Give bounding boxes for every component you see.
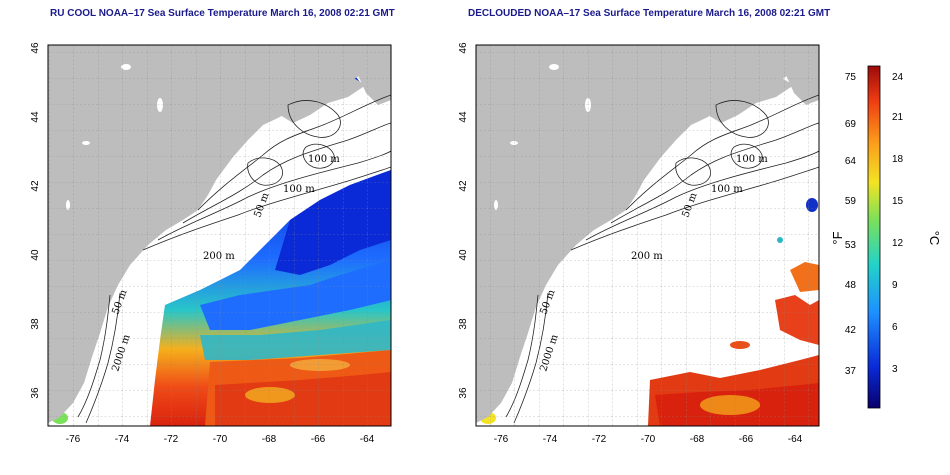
panel-2-lat-tick: 42 xyxy=(458,180,469,192)
fahrenheit-tick: 59 xyxy=(845,196,857,207)
panel-1-lat-tick: 44 xyxy=(30,111,41,123)
panel-1-contour-label: 100 m xyxy=(308,154,340,165)
fahrenheit-tick: 42 xyxy=(845,325,857,336)
panel-2-lat-tick: 46 xyxy=(458,42,469,54)
panel-1-lon-tick: -68 xyxy=(262,434,277,445)
panel-1-lon-tick: -76 xyxy=(66,434,81,445)
panel-1-lon-ticks: -76 -74 -72 -70 -68 -66 -64 xyxy=(66,434,375,445)
panel-1-lat-tick: 42 xyxy=(30,180,41,192)
celsius-tick: 15 xyxy=(892,196,904,207)
fahrenheit-tick: 48 xyxy=(845,280,857,291)
panel-2-lon-tick: -70 xyxy=(641,434,656,445)
panel-2-lat-tick: 44 xyxy=(458,111,469,123)
panel-2-lon-tick: -68 xyxy=(690,434,705,445)
panel-1-lon-tick: -70 xyxy=(213,434,228,445)
panel-1-map: 100 m 100 m 50 m 200 m 50 m 2000 m 46 44… xyxy=(30,42,392,445)
panel-2-contour-label: 100 m xyxy=(711,184,743,195)
celsius-tick: 6 xyxy=(892,322,898,333)
celsius-tick: 21 xyxy=(892,112,904,123)
celsius-tick: 3 xyxy=(892,364,898,375)
panel-2-contour-label: 100 m xyxy=(736,154,768,165)
panel-2-lon-tick: -74 xyxy=(543,434,558,445)
panel-2-lon-tick: -64 xyxy=(788,434,803,445)
panel-1-lat-tick: 38 xyxy=(30,318,41,330)
panel-1-lon-tick: -66 xyxy=(311,434,326,445)
panel-1-title: RU COOL NOAA–17 Sea Surface Temperature … xyxy=(50,8,395,19)
celsius-unit-label: °C xyxy=(927,231,942,246)
panel-1-lat-tick: 40 xyxy=(30,249,41,261)
panel-1-lat-ticks: 46 44 42 40 38 36 xyxy=(30,42,41,399)
panel-2-lat-tick: 40 xyxy=(458,249,469,261)
fahrenheit-tick: 75 xyxy=(845,72,857,83)
panel-1-lon-tick: -64 xyxy=(360,434,375,445)
celsius-tick: 9 xyxy=(892,280,898,291)
panel-1-contour-label: 200 m xyxy=(203,251,235,262)
celsius-tick: 18 xyxy=(892,154,904,165)
panel-2-lat-tick: 36 xyxy=(458,387,469,399)
panel-1-lon-tick: -74 xyxy=(115,434,130,445)
celsius-tick: 24 xyxy=(892,72,904,83)
panel-2-lon-tick: -72 xyxy=(592,434,607,445)
fahrenheit-unit-label: °F xyxy=(830,231,845,244)
panel-2-contour-label: 200 m xyxy=(631,251,663,262)
fahrenheit-tick: 64 xyxy=(845,156,857,167)
celsius-tick: 12 xyxy=(892,238,904,249)
panel-2-lat-ticks: 46 44 42 40 38 36 xyxy=(458,42,469,399)
panel-1-lat-tick: 36 xyxy=(30,387,41,399)
panel-2-lon-tick: -76 xyxy=(494,434,509,445)
panel-1-lat-tick: 46 xyxy=(30,42,41,54)
panel-2-title: DECLOUDED NOAA–17 Sea Surface Temperatur… xyxy=(468,8,831,19)
fahrenheit-tick: 53 xyxy=(845,240,857,251)
panel-2-map: 100 m 100 m 50 m 200 m 50 m 2000 m 46 44… xyxy=(458,42,820,445)
panel-1-contour-label: 100 m xyxy=(283,184,315,195)
fahrenheit-tick: 69 xyxy=(845,119,857,130)
panel-2-lon-ticks: -76 -74 -72 -70 -68 -66 -64 xyxy=(494,434,803,445)
panel-1-lon-tick: -72 xyxy=(164,434,179,445)
panel-2-lat-tick: 38 xyxy=(458,318,469,330)
fahrenheit-tick: 37 xyxy=(845,366,857,377)
temperature-colorbar: 75 69 64 59 53 48 42 37 24 21 18 15 12 9… xyxy=(830,65,942,409)
panel-2-lon-tick: -66 xyxy=(739,434,754,445)
